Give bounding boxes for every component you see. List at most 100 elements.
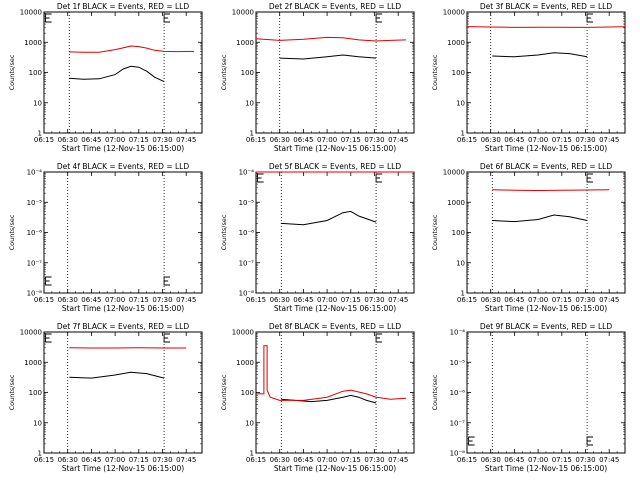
lld-series-line xyxy=(466,26,626,28)
lld-series-line xyxy=(256,345,407,401)
y-tick-label: 10 xyxy=(245,419,254,427)
y-tick-label: 10⁻⁸ xyxy=(450,450,466,458)
x-axis-title: Start Time (12-Nov-15 06:15:00) xyxy=(274,144,396,153)
x-tick-label: 07:30 xyxy=(152,296,172,304)
x-axis-title: Start Time (12-Nov-15 06:15:00) xyxy=(274,464,396,473)
y-tick-label: 10 xyxy=(245,99,254,107)
events-series-line xyxy=(69,371,165,379)
flag-marker xyxy=(375,173,383,183)
panel-9: Det 9f BLACK = Events, RED = LLD 10⁻⁸ 10⁻⁷… xyxy=(431,322,626,473)
panel-title: Det 7f BLACK = Events, RED = LLD xyxy=(57,322,190,331)
y-tick-label: 10⁻⁶ xyxy=(27,229,43,237)
lld-series-line xyxy=(492,189,610,192)
y-axis-title: Counts/sec xyxy=(8,374,16,410)
x-tick-label: 06:45 xyxy=(293,296,313,304)
flag-marker xyxy=(45,333,52,343)
x-tick-label: 06:30 xyxy=(58,136,78,144)
y-tick-label: 1 xyxy=(38,450,42,458)
x-tick-label: 06:15 xyxy=(34,136,54,144)
x-tick-label: 07:45 xyxy=(599,136,619,144)
plot-frame xyxy=(466,331,626,454)
x-tick-label: 06:30 xyxy=(270,456,290,464)
x-tick-label: 07:30 xyxy=(364,136,384,144)
x-tick-label: 06:15 xyxy=(457,456,477,464)
x-tick-label: 06:45 xyxy=(293,136,313,144)
y-axis-title: Counts/sec xyxy=(431,54,439,90)
events-series-line xyxy=(281,210,377,226)
x-tick-label: 07:45 xyxy=(176,296,196,304)
y-tick-label: 1000 xyxy=(24,359,42,367)
x-tick-label: 07:00 xyxy=(528,136,548,144)
panel-title: Det 9f BLACK = Events, RED = LLD xyxy=(480,322,613,331)
events-series-line xyxy=(69,65,165,83)
x-tick-label: 06:15 xyxy=(246,296,266,304)
x-axis-title: Start Time (12-Nov-15 06:15:00) xyxy=(485,464,607,473)
flag-marker xyxy=(468,436,475,446)
y-axis-title: Counts/sec xyxy=(220,214,228,250)
y-tick-label: 1000 xyxy=(236,39,254,47)
x-axis-title: Start Time (12-Nov-15 06:15:00) xyxy=(274,304,396,313)
y-tick-label: 10⁻⁷ xyxy=(27,259,43,267)
panel-title: Det 8f BLACK = Events, RED = LLD xyxy=(269,322,402,331)
x-tick-label: 07:15 xyxy=(341,456,361,464)
y-tick-label: 100 xyxy=(241,69,254,77)
x-tick-label: 06:45 xyxy=(504,456,524,464)
y-axis-title: Counts/sec xyxy=(8,214,16,250)
plot-frame xyxy=(255,331,415,454)
panel-6: Det 6f BLACK = Events, RED = LLD 1 10 100 10… xyxy=(431,162,626,313)
events-series-line xyxy=(492,214,588,223)
x-tick-label: 06:15 xyxy=(457,296,477,304)
y-tick-label: 10⁻⁴ xyxy=(27,169,43,177)
flag-marker xyxy=(375,333,383,343)
y-tick-label: 1 xyxy=(250,130,254,138)
x-tick-label: 07:15 xyxy=(129,456,149,464)
y-axis-title: Counts/sec xyxy=(431,214,439,250)
panel-3: Det 3f BLACK = Events, RED = LLD 1 10 100 10… xyxy=(431,2,626,153)
y-tick-label: 1 xyxy=(461,130,465,138)
plot-frame xyxy=(43,11,203,134)
y-tick-label: 10⁻⁸ xyxy=(239,290,255,298)
panel-5: Det 5f BLACK = Events, RED = LLD 10⁻⁸ 10⁻⁷… xyxy=(220,162,415,313)
flag-marker xyxy=(163,13,171,23)
flag-marker xyxy=(257,173,264,183)
x-tick-label: 07:00 xyxy=(528,456,548,464)
y-axis-title: Counts/sec xyxy=(220,374,228,410)
flag-marker xyxy=(45,13,52,23)
panel-1: Det 1f BLACK = Events, RED = LLD 1 10 100 10… xyxy=(8,2,203,153)
y-tick-label: 10000 xyxy=(443,169,465,177)
flag-marker xyxy=(586,436,594,446)
x-tick-label: 07:45 xyxy=(599,456,619,464)
lld-series-line xyxy=(255,36,407,42)
x-tick-label: 07:00 xyxy=(317,296,337,304)
flag-marker xyxy=(163,333,171,343)
y-tick-label: 10⁻⁵ xyxy=(27,199,43,207)
y-tick-label: 100 xyxy=(452,69,465,77)
x-tick-label: 06:15 xyxy=(246,136,266,144)
panel-4: Det 4f BLACK = Events, RED = LLD 10⁻⁸ 10⁻⁷… xyxy=(8,162,203,313)
y-tick-label: 10⁻⁷ xyxy=(450,419,466,427)
x-tick-label: 07:00 xyxy=(317,136,337,144)
y-tick-label: 1000 xyxy=(236,359,254,367)
events-series-line xyxy=(492,52,588,58)
x-axis-title: Start Time (12-Nov-15 06:15:00) xyxy=(62,464,184,473)
y-tick-label: 1000 xyxy=(447,39,465,47)
x-tick-label: 07:45 xyxy=(176,456,196,464)
panel-title: Det 6f BLACK = Events, RED = LLD xyxy=(480,162,613,171)
x-axis-title: Start Time (12-Nov-15 06:15:00) xyxy=(62,144,184,153)
events-series-line xyxy=(279,54,377,60)
y-tick-label: 10000 xyxy=(20,9,42,17)
panel-8: Det 8f BLACK = Events, RED = LLD 1 10 100 10… xyxy=(220,322,415,473)
x-tick-label: 07:30 xyxy=(575,296,595,304)
y-tick-label: 100 xyxy=(241,389,254,397)
panel-title: Det 5f BLACK = Events, RED = LLD xyxy=(269,162,402,171)
lld-series-line xyxy=(69,45,195,53)
y-tick-label: 10 xyxy=(33,99,42,107)
x-tick-label: 06:45 xyxy=(504,136,524,144)
plot-frame xyxy=(255,171,415,294)
x-tick-label: 06:15 xyxy=(457,136,477,144)
x-tick-label: 07:45 xyxy=(388,296,408,304)
x-tick-label: 06:45 xyxy=(81,296,101,304)
y-tick-label: 10⁻⁸ xyxy=(27,290,43,298)
